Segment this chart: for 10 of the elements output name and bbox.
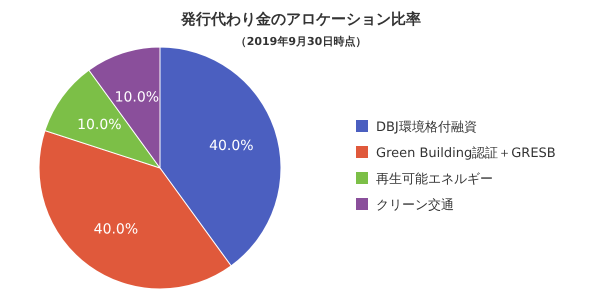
data-label: 40.0% — [209, 138, 254, 154]
legend-label: クリーン交通 — [376, 197, 454, 213]
legend-label: DBJ環境格付融資 — [376, 119, 477, 135]
chart-title: 発行代わり金のアロケーション比率 — [180, 10, 421, 28]
chart-subtitle: （2019年9月30日時点） — [236, 35, 366, 48]
data-label: 40.0% — [94, 222, 138, 238]
data-label: 10.0% — [77, 116, 122, 133]
legend-label: Green Building認証＋GRESB — [376, 146, 556, 161]
legend-label: 再生可能エネルギー — [376, 172, 493, 187]
data-label: 10.0% — [114, 90, 160, 106]
